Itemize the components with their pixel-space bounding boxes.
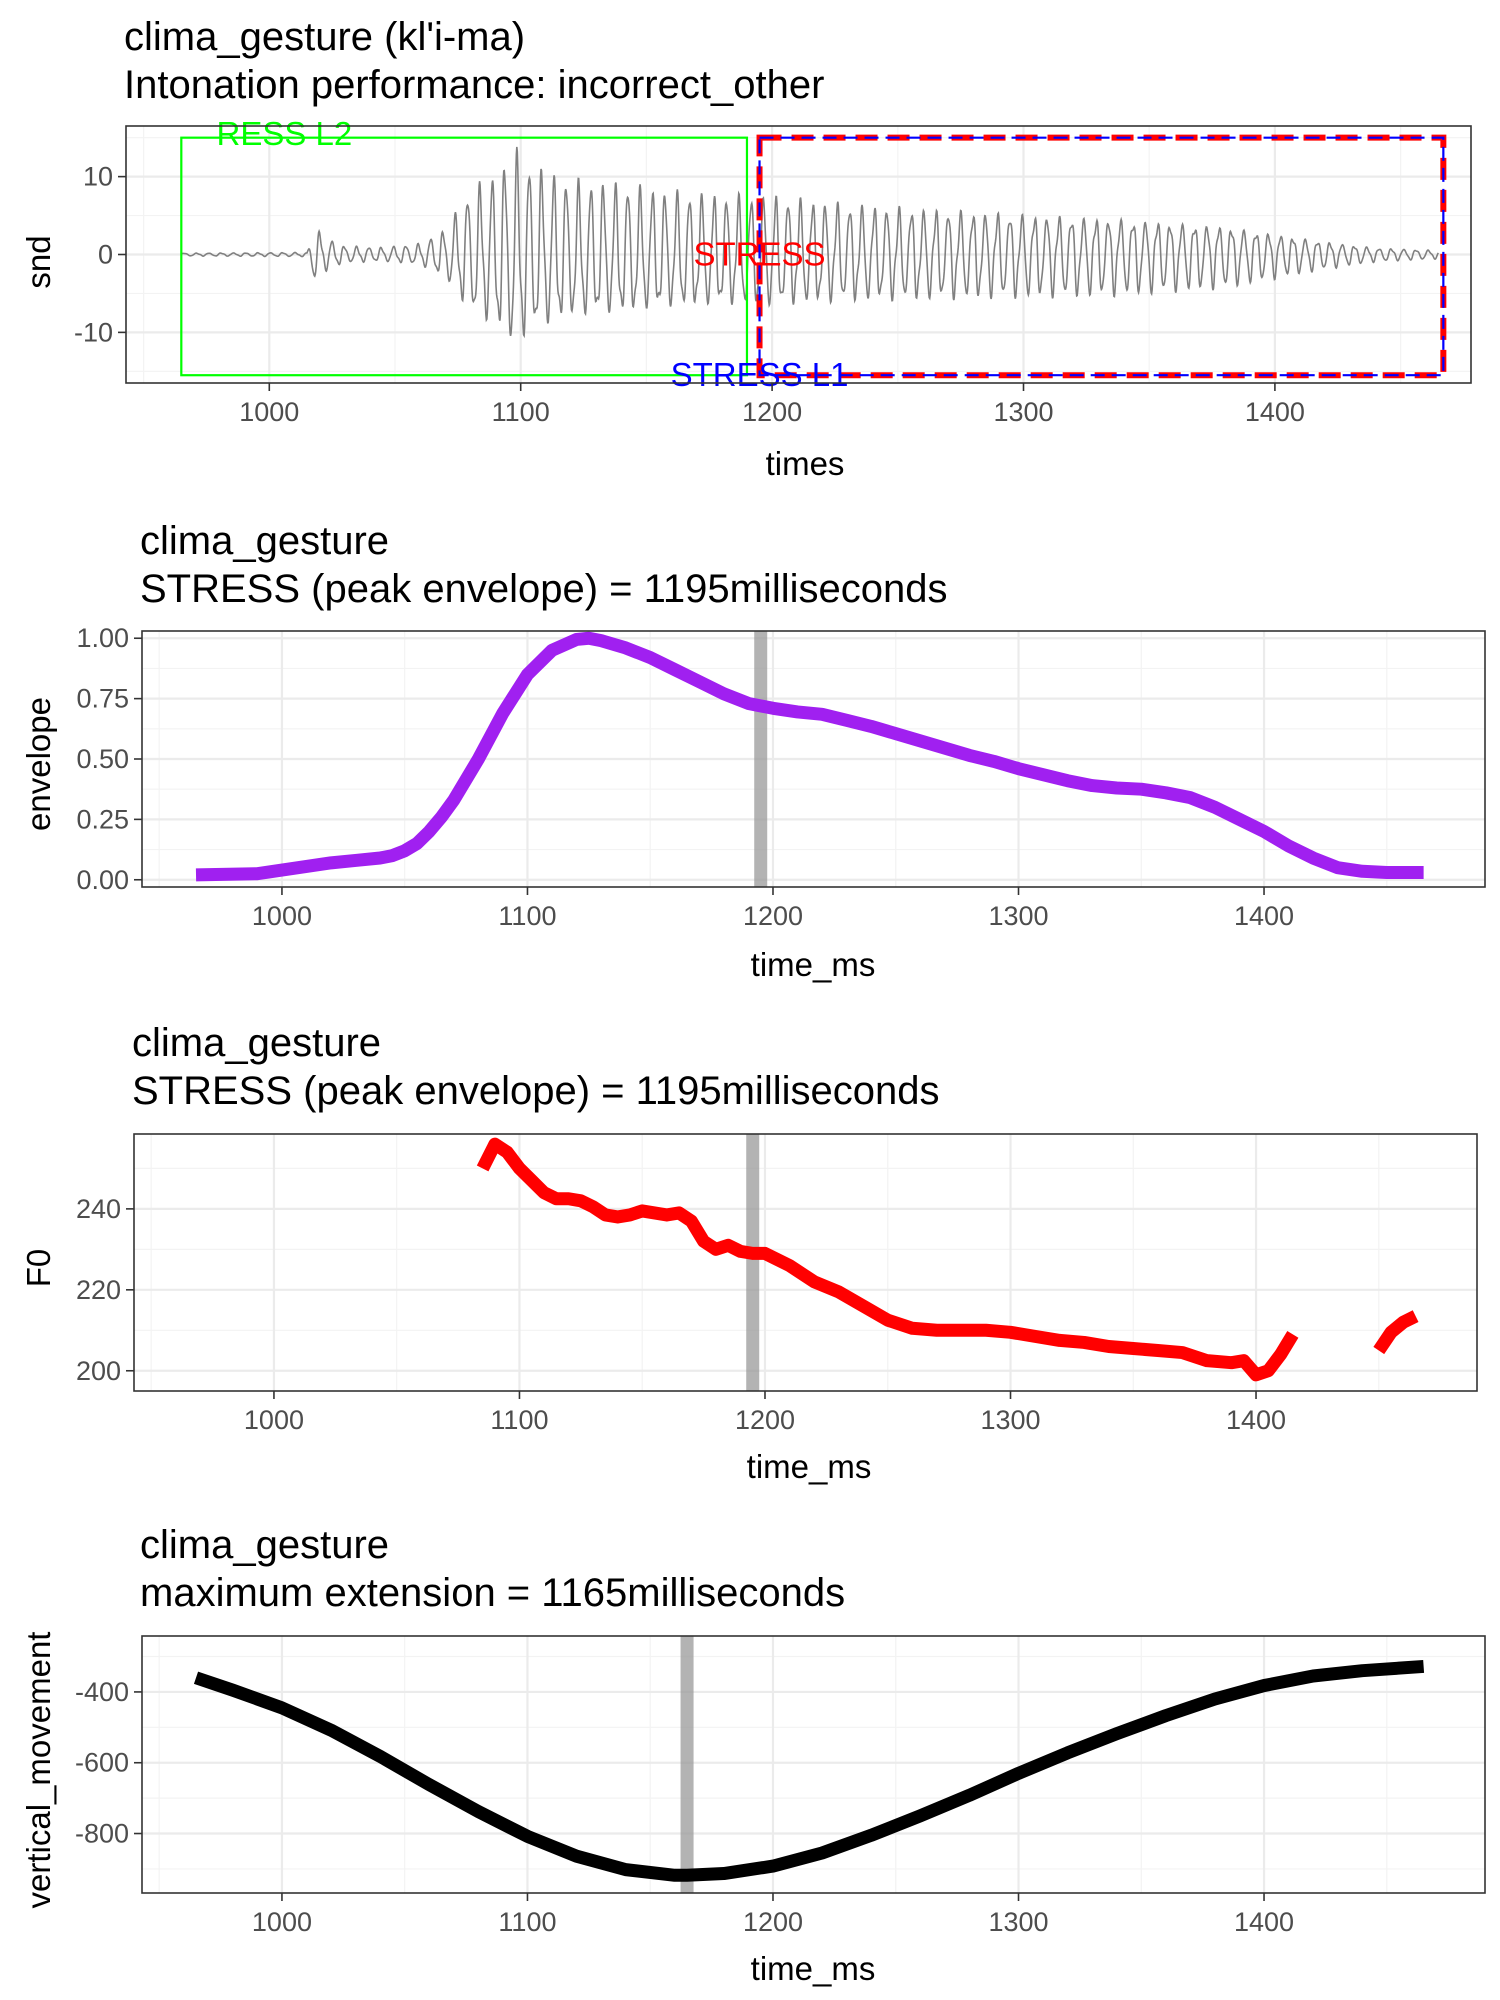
panel-2-y-axis-label: envelope [20, 697, 57, 831]
panel-4-y-tick-label: -800 [75, 1819, 129, 1849]
panel-2-y-tick-label: 0.75 [76, 684, 129, 714]
panel-1-y-axis-label: snd [20, 235, 57, 288]
panel-2-title: clima_gesture [140, 519, 389, 563]
panel-3-y-axis-label: F0 [20, 1249, 57, 1288]
panel-3-series-line-segment-1 [476, 1137, 1299, 1382]
panel-3-panel-border [133, 1133, 1478, 1392]
panel-2-marks [195, 631, 1424, 887]
panel-3-plot-area: 1000 1100 1200 1300 1400 200 220 240 [76, 1133, 1478, 1435]
panel-3-y-tick-label: 240 [76, 1194, 121, 1224]
panel-4-panel-border [141, 1635, 1486, 1894]
panel-1-x-tick-label: 1300 [993, 397, 1053, 427]
panel-3-x-tick-label: 1000 [244, 1405, 304, 1435]
panel-1-marks [180, 146, 1440, 339]
panel-1-annotation-label-stress-l1: STRESS L1 [671, 356, 849, 393]
panel-2-y-tick-label: 0.25 [76, 804, 129, 834]
panel-4: clima_gesture maximum extension = 1165mi… [20, 1523, 1486, 1987]
panel-3-subtitle: STRESS (peak envelope) = 1195millisecond… [132, 1069, 939, 1113]
panel-2-x-tick-label: 1200 [743, 901, 803, 931]
panel-3-x-tick-label: 1400 [1226, 1405, 1286, 1435]
panel-3-y-tick-label: 200 [76, 1356, 121, 1386]
panel-3-x-axis-label: time_ms [747, 1448, 872, 1485]
panel-1: clima_gesture (kl'i-ma) Intonation perfo… [20, 15, 1472, 482]
panel-4-x-axis-label: time_ms [751, 1950, 876, 1987]
panel-4-series-line [193, 1659, 1425, 1882]
panel-2-x-axis-label: time_ms [751, 946, 876, 983]
panel-4-y-axis-label: vertical_movement [20, 1632, 57, 1909]
panel-4-x-tick-label: 1300 [988, 1907, 1048, 1937]
panel-4-y-tick-label: -400 [75, 1677, 129, 1707]
panel-2-subtitle: STRESS (peak envelope) = 1195millisecond… [140, 567, 947, 611]
panel-1-subtitle: Intonation performance: incorrect_other [124, 63, 824, 107]
panel-2-x-tick-label: 1000 [252, 901, 312, 931]
panel-2-x-tick-label: 1300 [988, 901, 1048, 931]
panel-4-subtitle: maximum extension = 1165milliseconds [140, 1571, 845, 1615]
panel-4-x-tick-label: 1100 [498, 1907, 556, 1937]
panel-3-y-tick-label: 220 [76, 1275, 121, 1305]
panel-3-marks [476, 1134, 1419, 1391]
panel-3-x-tick-label: 1100 [490, 1405, 548, 1435]
panel-1-annotation-label-stress: STRESS [694, 236, 826, 273]
panel-1-x-tick-label: 1200 [742, 397, 802, 427]
panel-1-x-tick-label: 1400 [1245, 397, 1305, 427]
panel-1-y-tick-label: -10 [74, 317, 113, 347]
panel-1-waveform-line [180, 146, 1440, 339]
panel-1-x-tick-label: 1000 [239, 397, 299, 427]
panel-1-annotation-box-stress-l1 [758, 136, 1445, 377]
panel-2-y-tick-label: 0.00 [76, 865, 129, 895]
panel-3-x-tick-label: 1300 [980, 1405, 1040, 1435]
panel-4-x-tick-label: 1400 [1234, 1907, 1294, 1937]
panel-3: clima_gesture STRESS (peak envelope) = 1… [20, 1021, 1478, 1485]
panel-1-x-axis-label: times [766, 445, 845, 482]
panel-2-y-tick-label: 1.00 [76, 623, 129, 653]
panel-1-annotation-box-ress-l2 [180, 136, 749, 377]
panel-4-marks [193, 1636, 1425, 1893]
panel-3-x-tick-label: 1200 [735, 1405, 795, 1435]
panel-1-y-tick-label: 10 [83, 162, 113, 192]
panel-1-y-tick-label: 0 [98, 240, 113, 270]
panel-2: clima_gesture STRESS (peak envelope) = 1… [20, 519, 1486, 983]
panel-2-series-line [195, 631, 1424, 882]
panel-4-title: clima_gesture [140, 1523, 389, 1567]
panel-1-x-tick-label: 1100 [492, 397, 550, 427]
panel-4-x-tick-label: 1200 [743, 1907, 803, 1937]
panel-4-x-tick-label: 1000 [252, 1907, 312, 1937]
panel-2-y-tick-label: 0.50 [76, 744, 129, 774]
panel-3-title: clima_gesture [132, 1021, 381, 1065]
panel-2-plot-area: 1000 1100 1200 1300 1400 0.00 0.25 0.50 0.75 1.00 [76, 623, 1486, 931]
panel-1-annotation-label-ress-l2: RESS L2 [217, 115, 353, 152]
panel-1-plot-area: RESS L2 STRESS STRESS L1 1000 1100 1200 1300 14… [74, 115, 1472, 427]
panel-1-title: clima_gesture (kl'i-ma) [124, 15, 525, 59]
panel-3-series-line-segment-2 [1373, 1310, 1419, 1355]
panel-2-x-tick-label: 1100 [498, 901, 556, 931]
panel-4-plot-area: 1000 1100 1200 1300 1400 -800 -600 -400 [75, 1635, 1486, 1937]
panel-2-x-tick-label: 1400 [1234, 901, 1294, 931]
panel-4-y-tick-label: -600 [75, 1748, 129, 1778]
